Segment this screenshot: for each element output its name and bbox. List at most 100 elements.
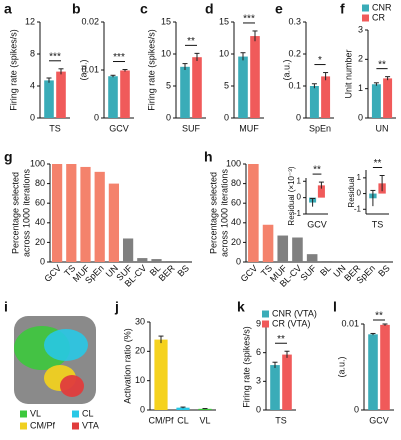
panel-label: a: [4, 1, 12, 17]
y-tick-label: 20: [35, 237, 45, 247]
y-axis-label: Firing rate (spikes/s): [241, 326, 251, 408]
bar: [176, 407, 190, 410]
y-axis-label: Percentage selected: [10, 172, 20, 254]
legend-swatch: [20, 410, 27, 418]
y-tick-label: 0: [297, 193, 302, 202]
significance-label: **: [375, 311, 383, 322]
bar: [250, 36, 260, 118]
bar: [321, 261, 333, 262]
panel-label: b: [72, 1, 81, 17]
y-tick-label: 0: [40, 256, 45, 266]
bar: [309, 86, 319, 118]
y-tick-label: 80: [35, 178, 45, 188]
y-tick-label: 10: [219, 48, 229, 58]
bar: [122, 238, 134, 262]
bar: [120, 70, 130, 118]
legend-swatch: [72, 422, 79, 430]
y-tick-label: 40: [231, 217, 241, 227]
bar: [56, 71, 66, 118]
y-axis-label: across 1000 iterations: [219, 168, 229, 257]
y-tick-label: 20: [231, 237, 241, 247]
bar: [368, 334, 378, 410]
legend-swatch: [362, 14, 369, 22]
legend-label: CR: [372, 12, 385, 22]
bar: [371, 84, 381, 118]
y-tick-label: 4: [30, 80, 35, 90]
y-tick-label: 5: [224, 80, 229, 90]
y-tick-label: 9: [256, 318, 261, 328]
bar: [262, 224, 274, 262]
panel-label: g: [4, 149, 13, 165]
x-tick-label: GCV: [109, 123, 129, 133]
y-tick-label: 2: [358, 54, 363, 64]
legend-label: CNR: [372, 2, 392, 12]
bar: [282, 354, 292, 410]
y-tick-label: 100: [30, 158, 45, 168]
x-tick-label: BL: [318, 263, 333, 278]
bar: [383, 78, 393, 118]
bar: [306, 254, 318, 262]
bar: [198, 408, 212, 410]
y-tick-label: 100: [226, 158, 241, 168]
x-tick-label: GCV: [307, 219, 327, 229]
panel-label: e: [275, 1, 283, 17]
bar: [248, 164, 259, 262]
y-tick-label: 0: [354, 404, 359, 414]
bar: [154, 339, 168, 410]
y-axis-label: Residual: [347, 176, 356, 207]
panel-label: h: [204, 149, 213, 165]
region-vta: [60, 375, 84, 397]
x-tick-label: SpEn: [309, 123, 331, 133]
y-tick-label: 15: [161, 16, 171, 26]
panel-label: f: [340, 1, 345, 17]
y-tick-label: 15: [219, 16, 229, 26]
panel-label: d: [205, 1, 214, 17]
y-tick-label: -1: [354, 204, 362, 213]
legend-label: CL: [82, 408, 94, 418]
x-tick-label: BS: [175, 263, 191, 279]
y-tick-label: 20: [135, 346, 145, 356]
bar: [165, 261, 176, 262]
x-tick-label: GCV: [42, 263, 63, 284]
legend-label: VL: [30, 408, 41, 418]
significance-label: **: [374, 158, 382, 169]
panel-label: l: [333, 299, 337, 315]
y-tick-label: 3: [256, 376, 261, 386]
y-tick-label: 0: [236, 256, 241, 266]
significance-label: **: [378, 59, 386, 70]
y-axis-label: Percentage selected: [208, 172, 218, 254]
x-tick-label: UN: [376, 123, 389, 133]
significance-label: ***: [243, 14, 255, 25]
bar: [277, 235, 289, 262]
bar: [317, 185, 325, 198]
y-tick-label: 0.01: [341, 318, 359, 328]
y-tick-label: 10: [135, 375, 145, 385]
y-tick-label: 1: [358, 83, 363, 93]
inset-background: [344, 160, 391, 230]
y-tick-label: 6: [256, 347, 261, 357]
legend-label: VTA: [82, 420, 99, 430]
legend-swatch: [72, 410, 79, 418]
y-tick-label: 40: [35, 217, 45, 227]
x-tick-label: SUF: [298, 263, 318, 283]
significance-label: **: [313, 165, 321, 176]
y-tick-label: 10: [161, 48, 171, 58]
y-axis-label: (a.u.): [78, 59, 88, 80]
bar: [80, 166, 91, 262]
panel-label: c: [140, 1, 148, 17]
x-tick-label: VL: [199, 415, 210, 425]
x-tick-label: TS: [275, 415, 287, 425]
y-tick-label: 12: [25, 16, 35, 26]
y-tick-label: 0.2: [288, 48, 301, 58]
y-tick-label: 0.1: [288, 80, 301, 90]
significance-label: **: [187, 36, 195, 47]
bar: [179, 261, 191, 262]
bar: [66, 164, 77, 262]
y-tick-label: 0.3: [288, 16, 301, 26]
y-axis-label: (a.u.): [336, 356, 346, 377]
y-axis-label: Unit number: [343, 49, 353, 98]
significance-label: ***: [113, 52, 125, 63]
y-tick-label: 60: [231, 198, 241, 208]
y-tick-label: 60: [35, 198, 45, 208]
